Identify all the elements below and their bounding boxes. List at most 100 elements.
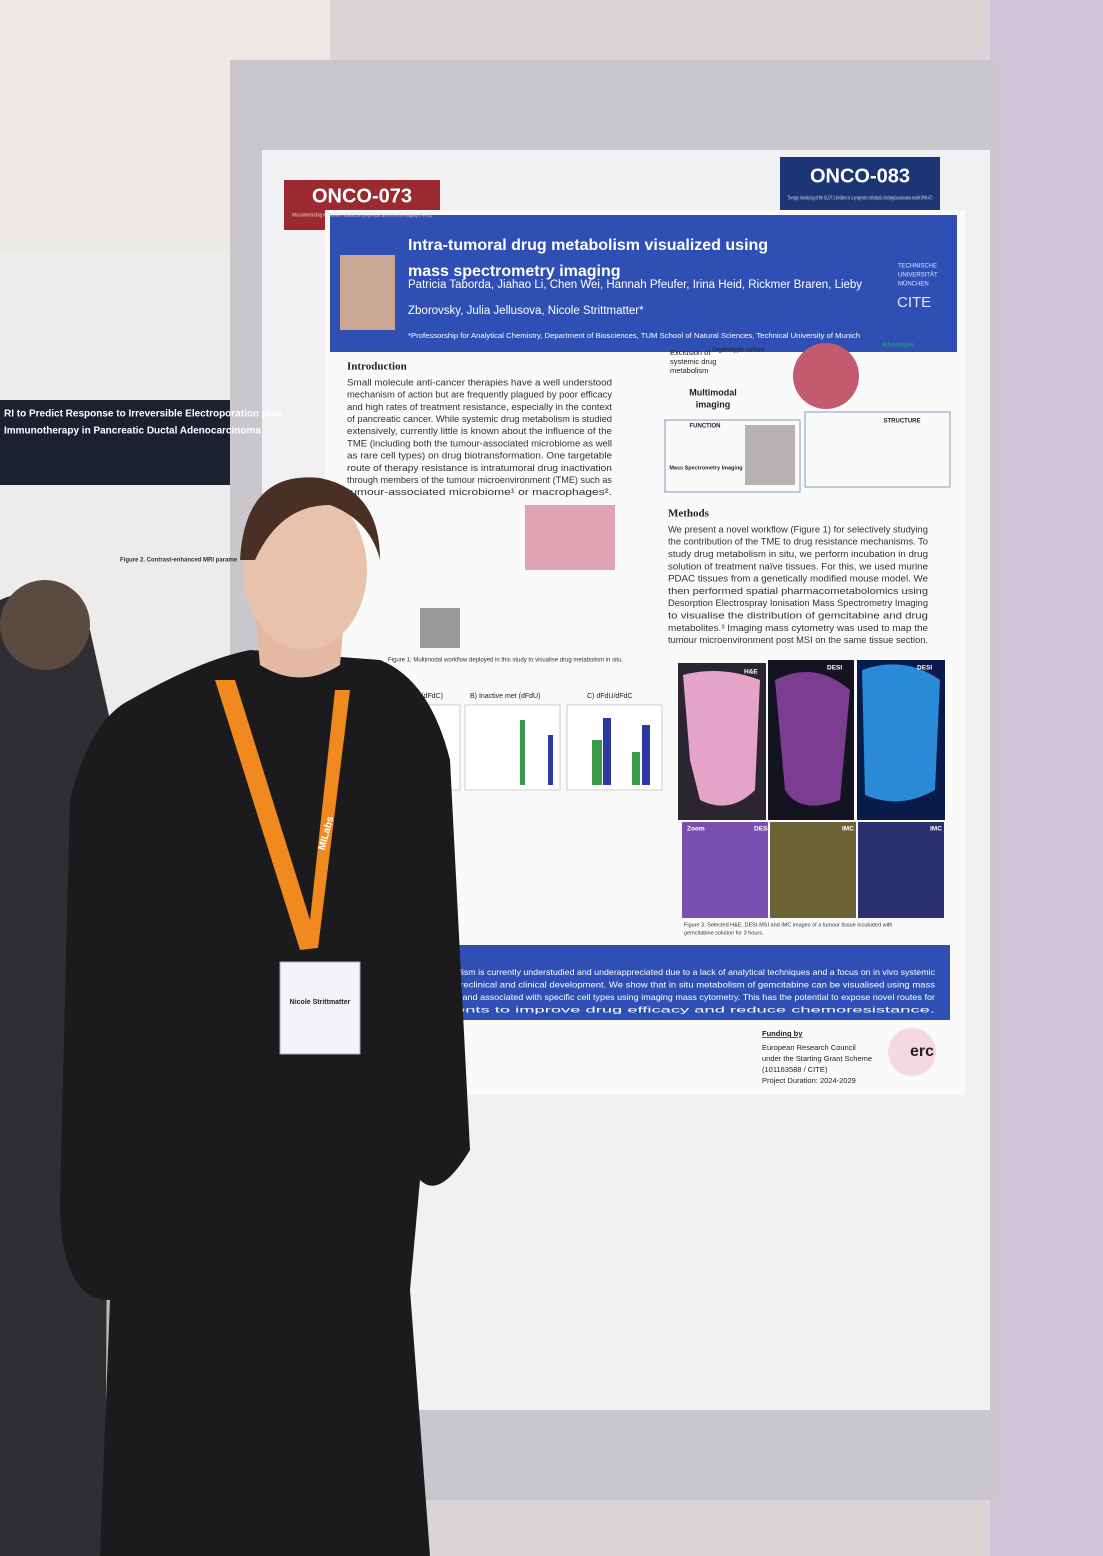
bar (548, 735, 553, 785)
image-label: H&E (744, 669, 758, 676)
methods-text: the contribution of the TME to drug resi… (668, 537, 928, 547)
body (60, 650, 470, 1556)
diagram-text: FUNCTION (690, 424, 721, 430)
methods-text: tumour microenvironment post MSI on the … (668, 635, 928, 645)
right-panel (990, 0, 1103, 1556)
image-label: Zoom (687, 826, 705, 833)
figure-caption: Figure 3. Selected H&E, DESI-MSI and IMC… (684, 922, 892, 928)
diagram-text: Exclusion of (670, 348, 711, 357)
bar (603, 718, 611, 785)
diagram-text: Mass Spectrometry Imaging (669, 465, 742, 471)
chart-b (464, 704, 561, 791)
intro-text: of pancreatic cancer. While systemic dru… (347, 414, 612, 424)
structure-box (804, 411, 951, 488)
image-label: DESI (917, 665, 932, 672)
image-label: DESI (754, 826, 769, 833)
face (243, 490, 367, 650)
intro-text: Small molecule anti-cancer therapies hav… (347, 377, 612, 387)
conclusion-text: olism is currently understudied and unde… (455, 967, 935, 977)
function-box (664, 419, 801, 493)
panel-title: C) dFdU/dFdC (587, 693, 633, 700)
poster-authors: Zborovsky, Julia Jellusova, Nicole Strit… (408, 305, 644, 317)
lanyard (215, 680, 350, 950)
bar (592, 740, 602, 785)
intro-text: and high rates of treatment resistance, … (347, 402, 612, 412)
erc-logo (888, 1028, 936, 1076)
methods-text: metabolites.³ Imaging mass cytometry was… (668, 623, 928, 633)
bar (520, 720, 525, 785)
hair (240, 477, 380, 560)
msi-grid (745, 425, 795, 485)
intro-text: TME (including both the tumour-associate… (347, 438, 612, 448)
conclusion-text: g and associated with specific cell type… (455, 992, 935, 1002)
intro-text: route of therapy resistance is intratumo… (347, 463, 612, 473)
diagram-text: Advantages: (882, 343, 916, 349)
diagram-text: imaging (696, 399, 731, 409)
left-poster-caption: Figure 2. Contrast-enhanced MRI parame (120, 558, 238, 564)
conclusion-text: ents to improve drug efficacy and reduce… (455, 1005, 935, 1015)
intro-text: extensively, currently little is known a… (347, 426, 612, 436)
methods-text: study drug metabolism in situ, we perfor… (668, 549, 928, 559)
zoom-image (682, 822, 768, 918)
methods-text: PDAC tissues from a genetically modified… (668, 574, 928, 584)
diagram-text: metabolism (670, 366, 708, 375)
funding-heading: Funding by (762, 1029, 803, 1038)
funding-text: Project Duration: 2024-2029 (762, 1076, 856, 1085)
diagram-text: systemic drug (670, 357, 716, 366)
conclusion-text: preclinical and clinical development. We… (455, 980, 935, 990)
diagram-text: Organotypic culture (712, 348, 765, 354)
section-heading: Methods (668, 508, 710, 520)
university: MÜNCHEN (898, 281, 929, 288)
funding-text: (101163588 / CITE) (762, 1065, 828, 1074)
image-label: DESI (827, 665, 842, 672)
person (0, 477, 470, 1556)
university: TECHNISCHE (898, 264, 937, 270)
diagram-text: Multimodal (689, 387, 737, 397)
label-subtitle: Therapy monitoring of the GLUT-1 inhibit… (788, 195, 933, 201)
imc-image-2 (858, 822, 944, 918)
left-poster-title: Immunotherapy in Pancreatic Ductal Adeno… (4, 426, 261, 437)
msi-pixel (420, 608, 460, 648)
left-poster-band (0, 400, 245, 485)
affiliation: *Professorship for Analytical Chemistry,… (408, 331, 860, 340)
intro-text: mechanism of action but are frequently p… (347, 390, 612, 400)
funding-text: European Research Council (762, 1043, 856, 1052)
author-photo (340, 255, 395, 330)
university: UNIVERSITÄT (898, 272, 938, 279)
methods-text: solution of treatment naïve tissues. For… (668, 561, 928, 571)
poster-title: mass spectrometry imaging (408, 263, 621, 280)
diagram-text: STRUCTURE (884, 419, 921, 425)
poster-authors: Patricia Taborda, Jiahao Li, Chen Wei, H… (408, 279, 862, 291)
figure-caption: gemcitabine solution for 3 hours. (684, 930, 764, 936)
bar (632, 752, 640, 785)
label-subtitle: Intra-tumoral drug metabolism visualized… (292, 212, 432, 218)
methods-text: then performed spatial pharmacometabolom… (668, 586, 928, 596)
right-label (780, 157, 940, 211)
methods-text: We present a novel workflow (Figure 1) f… (668, 524, 928, 534)
cite-logo: CITE (897, 294, 931, 311)
background-head (0, 580, 90, 670)
intro-text: as rare cell types) on drug biotransform… (347, 451, 612, 461)
image-label: IMC (930, 826, 942, 833)
poster-header (330, 215, 957, 352)
badge-name: Nicole Strittmatter (290, 999, 351, 1006)
organoid-image (793, 343, 859, 409)
panel-title: B) Inactive met (dFdU) (470, 693, 540, 700)
he-tissue (683, 671, 760, 806)
badge (279, 961, 361, 1055)
funding-text: under the Starting Grant Scheme (762, 1054, 872, 1063)
methods-text: to visualise the distribution of gemcita… (668, 611, 928, 621)
funding-logo: erc (910, 1043, 934, 1060)
label-code: ONCO-073 (312, 185, 412, 207)
label-code: ONCO-083 (810, 165, 910, 187)
figure-caption: Figure 1: Multimodal workflow deployed i… (388, 658, 623, 664)
imc-image (770, 822, 856, 918)
desi-tissue-2 (862, 664, 940, 802)
intro-text: through members of the tumour microenvir… (347, 475, 612, 485)
poster-title: Intra-tumoral drug metabolism visualized… (408, 237, 768, 254)
bar (642, 725, 650, 785)
image-label: IMC (842, 826, 854, 833)
section-heading: Introduction (347, 361, 407, 373)
